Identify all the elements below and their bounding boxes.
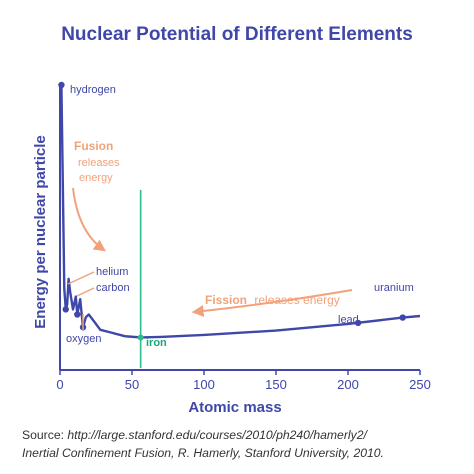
label-iron: iron — [146, 337, 167, 349]
label-carbon: carbon — [96, 282, 130, 294]
source-lead: Source: — [22, 428, 68, 442]
fusion-label-line2: releases — [78, 157, 120, 169]
source-citation: Inertial Confinement Fusion, R. Hamerly,… — [22, 446, 384, 460]
label-helium: helium — [96, 266, 128, 278]
x-tick-label-50: 50 — [125, 377, 139, 392]
x-tick-label-0: 0 — [56, 377, 63, 392]
source-url: http://large.stanford.edu/courses/2010/p… — [67, 428, 367, 442]
source-note: Source: http://large.stanford.edu/course… — [22, 426, 462, 462]
label-hydrogen: hydrogen — [70, 84, 116, 96]
label-lead: lead — [338, 314, 359, 326]
point-uranium — [399, 314, 406, 321]
fusion-label: Fusion — [74, 139, 113, 153]
y-axis-title: Energy per nuclear particle — [32, 135, 49, 328]
helium-leader — [67, 271, 95, 285]
point-carbon — [74, 311, 81, 318]
fusion-arrow — [72, 187, 106, 252]
chart-title: Nuclear Potential of Different Elements — [61, 24, 413, 45]
point-lead — [354, 319, 362, 327]
x-ticks: 0 50 100 150 200 250 — [56, 370, 431, 392]
fission-title: Fission — [205, 293, 247, 307]
carbon-leader — [76, 287, 95, 297]
fusion-label-line3: energy — [79, 172, 113, 184]
label-oxygen: oxygen — [66, 333, 101, 345]
x-tick-label-250: 250 — [409, 377, 431, 392]
x-tick-label-200: 200 — [337, 377, 359, 392]
label-uranium: uranium — [374, 282, 414, 294]
fission-arrow — [191, 289, 353, 317]
x-tick-label-150: 150 — [265, 377, 287, 392]
point-hydrogen — [58, 81, 65, 89]
element-points — [58, 81, 406, 341]
point-helium — [62, 306, 69, 313]
x-tick-label-100: 100 — [193, 377, 215, 392]
x-axis-title: Atomic mass — [188, 399, 281, 416]
point-iron — [137, 334, 144, 341]
